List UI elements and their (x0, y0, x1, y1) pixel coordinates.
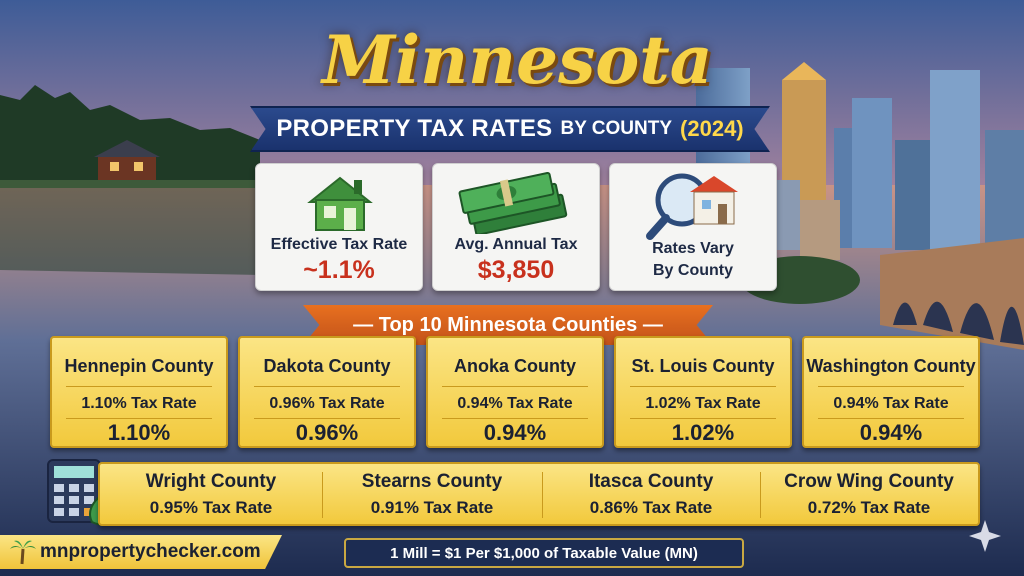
county-rate: 0.91% Tax Rate (370, 498, 494, 517)
mill-note: 1 Mill = $1 Per $1,000 of Taxable Value … (344, 538, 744, 568)
stat-label-line2: By County (653, 262, 733, 279)
divider (542, 472, 543, 518)
subtitle-mid: BY COUNTY (560, 118, 673, 139)
county-pct: 0.94% (483, 420, 547, 445)
county-rate: 0.72% Tax Rate (807, 498, 931, 517)
divider (442, 418, 588, 419)
county-name: Hennepin County (64, 356, 214, 376)
divider (630, 418, 776, 419)
county-name: Wright County (145, 471, 277, 492)
county-name: Crow Wing County (784, 471, 954, 492)
page-title: Minnesota (322, 21, 713, 99)
divider (818, 386, 964, 387)
stat-label: Avg. Annual Tax (454, 236, 578, 253)
county-card-hennepin: Hennepin County 1.10% Tax Rate 1.10% (50, 336, 228, 448)
divider (322, 472, 323, 518)
county-pct: 1.02% (671, 420, 735, 445)
divider (66, 418, 212, 419)
county-item-stearns: Stearns County 0.91% Tax Rate (322, 464, 542, 524)
money-stack-icon (458, 171, 568, 234)
sparkle-icon (969, 520, 1001, 552)
footer-site-banner: mnpropertychecker.com (0, 535, 282, 569)
county-name: Itasca County (588, 471, 714, 492)
divider (818, 418, 964, 419)
city-skyline (696, 62, 1024, 260)
divider (630, 386, 776, 387)
stat-label: Effective Tax Rate (270, 236, 408, 253)
county-rate: 0.94% Tax Rate (833, 395, 949, 412)
stat-card-effective-rate: Effective Tax Rate ~1.1% (255, 163, 423, 291)
subtitle-banner: PROPERTY TAX RATES BY COUNTY (2024) (250, 106, 770, 152)
county-strip: Wright County 0.95% Tax Rate Stearns Cou… (98, 462, 980, 526)
county-pct: 0.94% (859, 420, 923, 445)
county-rate: 1.02% Tax Rate (645, 395, 761, 412)
county-rate: 0.94% Tax Rate (457, 395, 573, 412)
divider (66, 386, 212, 387)
county-name: St. Louis County (631, 356, 775, 376)
subtitle-year: (2024) (680, 116, 744, 141)
site-url[interactable]: mnpropertychecker.com (40, 541, 261, 562)
county-item-crow-wing: Crow Wing County 0.72% Tax Rate (760, 464, 978, 524)
divider (442, 386, 588, 387)
divider (760, 472, 761, 518)
county-name: Dakota County (263, 356, 391, 376)
county-rate: 0.95% Tax Rate (149, 498, 273, 517)
county-pct: 0.96% (295, 420, 359, 445)
stat-card-avg-tax: Avg. Annual Tax $3,850 (432, 163, 600, 291)
stat-value: $3,850 (477, 256, 555, 284)
county-item-itasca: Itasca County 0.86% Tax Rate (542, 464, 760, 524)
county-name: Washington County (806, 356, 976, 376)
divider (254, 418, 400, 419)
county-card-st-louis: St. Louis County 1.02% Tax Rate 1.02% (614, 336, 792, 448)
stat-value: ~1.1% (303, 256, 375, 284)
cabin (94, 140, 160, 181)
county-pct: 1.10% (107, 420, 171, 445)
county-item-wright: Wright County 0.95% Tax Rate (100, 464, 322, 524)
county-name: Anoka County (453, 356, 576, 376)
stat-label-line1: Rates Vary (652, 240, 734, 257)
county-card-dakota: Dakota County 0.96% Tax Rate 0.96% (238, 336, 416, 448)
county-card-anoka: Anoka County 0.94% Tax Rate 0.94% (426, 336, 604, 448)
county-rate: 0.96% Tax Rate (269, 395, 385, 412)
stone-bridge (880, 238, 1024, 350)
stat-card-rates-vary: Rates Vary By County (609, 163, 777, 291)
subtitle-main: PROPERTY TAX RATES (276, 115, 553, 142)
county-rate: 1.10% Tax Rate (81, 395, 197, 412)
magnifier-house-icon (646, 173, 738, 240)
palm-tree-icon (10, 540, 36, 565)
house-icon (307, 176, 373, 231)
county-card-washington: Washington County 0.94% Tax Rate 0.94% (802, 336, 980, 448)
county-name: Stearns County (361, 471, 503, 492)
divider (254, 386, 400, 387)
county-rate: 0.86% Tax Rate (589, 498, 713, 517)
